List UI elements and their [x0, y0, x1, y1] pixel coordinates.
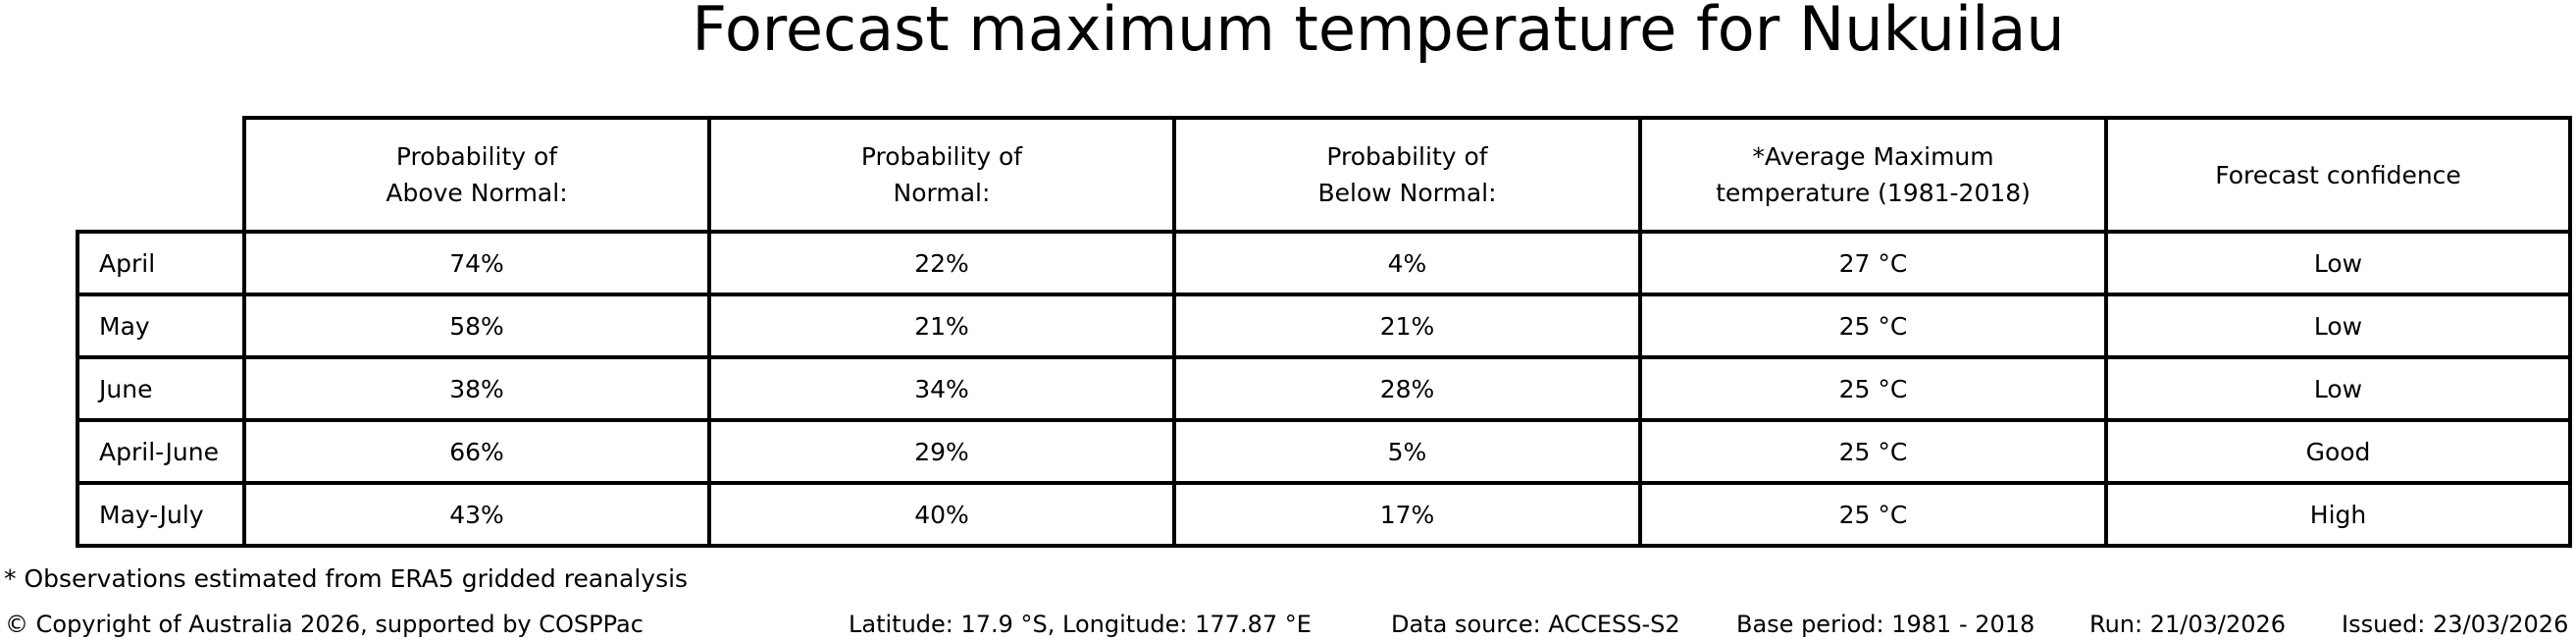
forecast-table: Probability of Above Normal: Probability… — [76, 116, 2572, 548]
base-period-text: Base period: 1981 - 2018 — [1736, 611, 2035, 638]
table-row: April-June 66% 29% 5% 25 °C Good — [76, 418, 2572, 485]
row-label: April-June — [76, 418, 246, 485]
row-label: May — [76, 293, 246, 359]
column-header-forecast-confidence: Forecast confidence — [2104, 116, 2572, 234]
run-date-text: Run: 21/03/2026 — [2089, 611, 2287, 638]
table-cell: 5% — [1172, 418, 1642, 485]
table-cell: 17% — [1172, 481, 1642, 548]
column-header-above-normal: Probability of Above Normal: — [242, 116, 711, 234]
row-label: June — [76, 355, 246, 422]
table-cell: 27 °C — [1638, 230, 2108, 296]
location-text: Latitude: 17.9 °S, Longitude: 177.87 °E — [849, 611, 1312, 638]
table-cell: 21% — [707, 293, 1176, 359]
table-cell: 34% — [707, 355, 1176, 422]
table-cell: 25 °C — [1638, 293, 2108, 359]
table-row: June 38% 34% 28% 25 °C Low — [76, 355, 2572, 422]
column-header-below-normal: Probability of Below Normal: — [1172, 116, 1642, 234]
table-cell: 29% — [707, 418, 1176, 485]
table-cell: 66% — [242, 418, 711, 485]
table-cell: 58% — [242, 293, 711, 359]
table-cell: 25 °C — [1638, 355, 2108, 422]
table-row: May-July 43% 40% 17% 25 °C High — [76, 481, 2572, 548]
table-row: May 58% 21% 21% 25 °C Low — [76, 293, 2572, 359]
row-label: April — [76, 230, 246, 296]
table-cell: High — [2104, 481, 2572, 548]
table-cell: 25 °C — [1638, 418, 2108, 485]
table-cell: Low — [2104, 230, 2572, 296]
footnote: * Observations estimated from ERA5 gridd… — [4, 564, 689, 593]
table-cell: Low — [2104, 355, 2572, 422]
data-source-text: Data source: ACCESS-S2 — [1391, 611, 1680, 638]
table-cell: 43% — [242, 481, 711, 548]
table-header-row: Probability of Above Normal: Probability… — [77, 116, 2572, 234]
table-row: April 74% 22% 4% 27 °C Low — [76, 230, 2572, 296]
table-cell: Good — [2104, 418, 2572, 485]
column-header-average-max-temperature: *Average Maximum temperature (1981-2018) — [1638, 116, 2108, 234]
table-body: April 74% 22% 4% 27 °C Low May 58% 21% 21% 25 °C Lo… — [76, 230, 2572, 548]
table-cell: 22% — [707, 230, 1176, 296]
table-cell: 21% — [1172, 293, 1642, 359]
table-cell: 74% — [242, 230, 711, 296]
page-title: Forecast maximum temperature for Nukuila… — [692, 0, 2065, 65]
table-cell: 25 °C — [1638, 481, 2108, 548]
table-cell: 40% — [707, 481, 1176, 548]
blank-corner-cell — [77, 118, 244, 232]
table-cell: Low — [2104, 293, 2572, 359]
copyright-text: © Copyright of Australia 2026, supported… — [5, 611, 644, 638]
row-label: May-July — [76, 481, 246, 548]
issued-date-text: Issued: 23/03/2026 — [2342, 611, 2569, 638]
table-cell: 28% — [1172, 355, 1642, 422]
column-header-normal: Probability of Normal: — [707, 116, 1176, 234]
table-cell: 38% — [242, 355, 711, 422]
table-cell: 4% — [1172, 230, 1642, 296]
